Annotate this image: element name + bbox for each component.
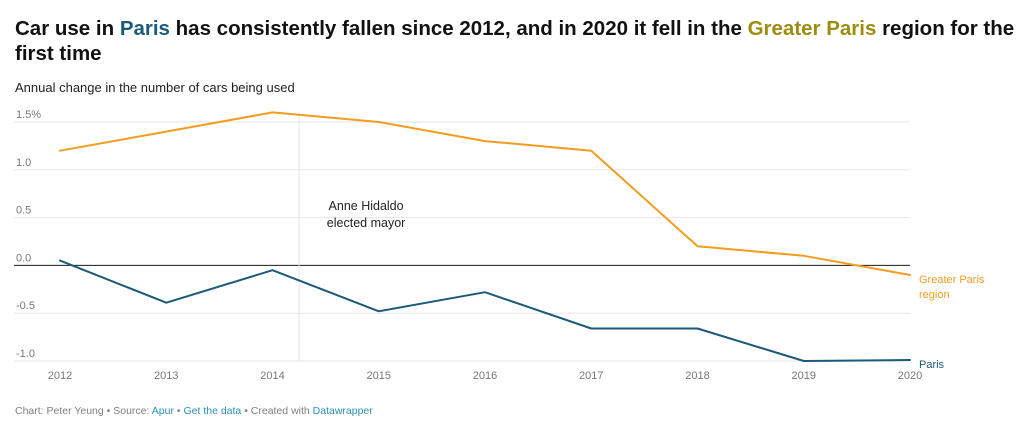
x-tick-label: 2020 <box>898 370 922 382</box>
annotation-label-line: Anne Hidaldo <box>329 199 404 213</box>
x-tick-label: 2016 <box>473 370 497 382</box>
series-lines <box>59 111 911 362</box>
y-tick-label: 0.5 <box>16 205 31 217</box>
footer-created-with: • Created with <box>241 405 313 417</box>
paris-line <box>59 259 911 362</box>
title-part-1: Car use in <box>15 17 120 40</box>
series-label-line: region <box>919 289 950 301</box>
annotation-group: Anne Hidaldo elected mayor <box>298 112 406 361</box>
series-label-line: Greater Paris <box>919 274 985 286</box>
x-tick-label: 2017 <box>579 370 603 382</box>
x-tick-label: 2015 <box>367 370 391 382</box>
annotation-label: Anne Hidaldo elected mayor <box>327 199 406 230</box>
x-tick-label: 2014 <box>260 370 284 382</box>
paris-series-label: Paris <box>919 359 945 371</box>
chart-title: Car use in Paris has consistently fallen… <box>15 16 1015 66</box>
y-tick-label: -1.0 <box>16 348 35 360</box>
title-highlight-greater-paris: Greater Paris <box>747 17 877 40</box>
footer-separator: • <box>173 405 184 417</box>
chart-subtitle: Annual change in the number of cars bein… <box>15 80 295 95</box>
greater-paris-series-label: Greater Paris region <box>919 274 985 301</box>
get-the-data-link[interactable]: Get the data <box>183 405 242 417</box>
chart-footer: Chart: Peter Yeung • Source: Apur • Get … <box>15 405 373 417</box>
series-label-line: Paris <box>919 359 945 371</box>
x-tick-label: 2019 <box>792 370 816 382</box>
greater-paris-line <box>59 111 911 276</box>
y-tick-label: -0.5 <box>16 300 35 312</box>
x-tick-label: 2013 <box>154 370 178 382</box>
title-highlight-paris: Paris <box>119 17 170 40</box>
title-part-3: region for the first time <box>15 17 1015 65</box>
line-chart: Anne Hidaldo elected mayor 1.5% 1.0 0.5 0.0 -… <box>14 109 985 382</box>
axis-labels: 1.5% 1.0 0.5 0.0 -0.5 -1.0 2012 2013 2014 2015 201… <box>16 109 985 382</box>
source-link[interactable]: Apur <box>151 405 174 417</box>
y-tick-label: 0.0 <box>16 252 31 264</box>
x-tick-label: 2012 <box>48 370 72 382</box>
footer-credit: Chart: Peter Yeung • Source: <box>15 405 152 417</box>
y-tick-label: 1.0 <box>16 157 31 169</box>
title-part-2: has consistently fallen since 2012, and … <box>169 17 748 40</box>
datawrapper-link[interactable]: Datawrapper <box>312 405 373 417</box>
x-tick-label: 2018 <box>685 370 709 382</box>
y-tick-label: 1.5% <box>16 109 41 121</box>
gridlines <box>14 121 910 362</box>
annotation-label-line: elected mayor <box>327 216 406 230</box>
